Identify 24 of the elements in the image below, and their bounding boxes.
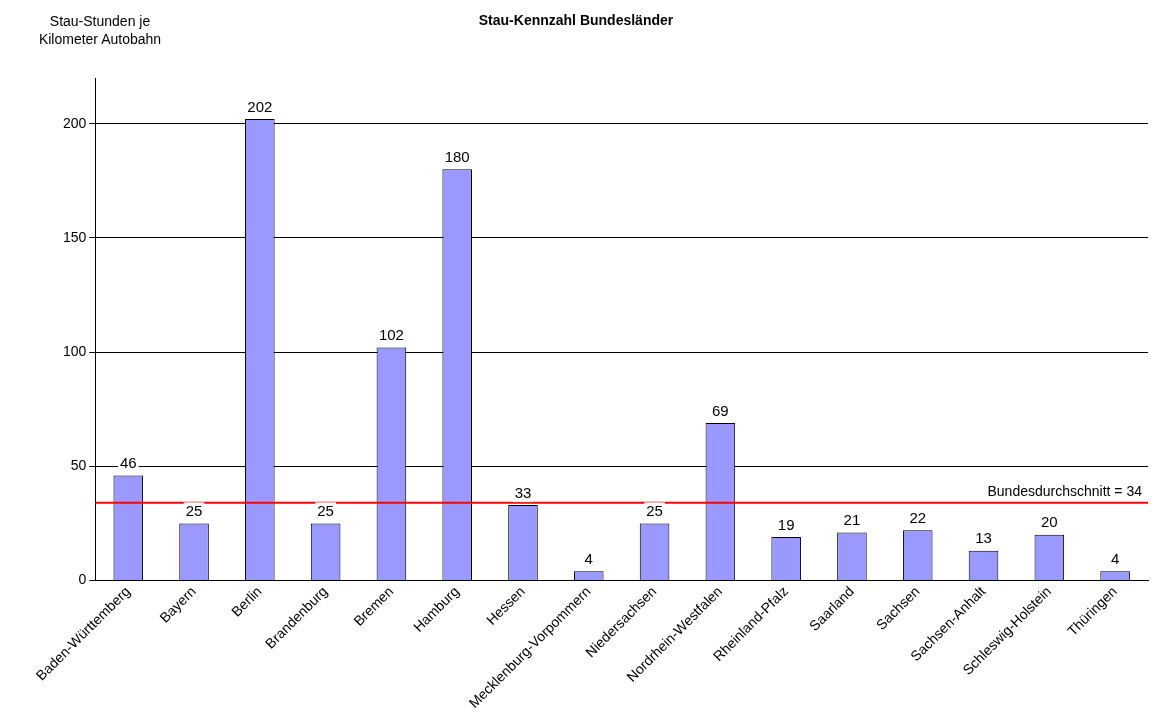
y-tick-label: 0 <box>78 571 87 588</box>
data-label: 21 <box>843 511 861 529</box>
chart-title: Stau-Kennzahl Bundesländer <box>478 12 674 28</box>
data-label: 20 <box>1040 513 1058 531</box>
data-label: 33 <box>514 483 532 501</box>
data-label: 19 <box>777 515 795 533</box>
data-label: 102 <box>378 326 404 344</box>
data-label: 25 <box>317 502 334 520</box>
y-tick-label: 100 <box>63 342 87 359</box>
data-label: 180 <box>444 148 470 165</box>
data-label: 202 <box>247 97 273 115</box>
data-label: 46 <box>119 454 137 472</box>
data-label: 22 <box>909 508 927 526</box>
y-tick-label: 50 <box>70 457 87 474</box>
y-tick-label: 150 <box>63 228 87 245</box>
data-label: 13 <box>975 529 992 547</box>
data-label: 25 <box>646 502 663 520</box>
y-axis-title: Stau-Stunden je Kilometer Autobahn <box>37 12 163 48</box>
data-label: 4 <box>584 549 593 567</box>
data-label: 4 <box>1110 549 1120 567</box>
data-label: 69 <box>712 401 729 419</box>
ref-line-label: Bundesdurchschnitt = 34 <box>987 482 1143 499</box>
y-tick-label: 200 <box>63 114 87 131</box>
data-label: 25 <box>185 502 203 520</box>
